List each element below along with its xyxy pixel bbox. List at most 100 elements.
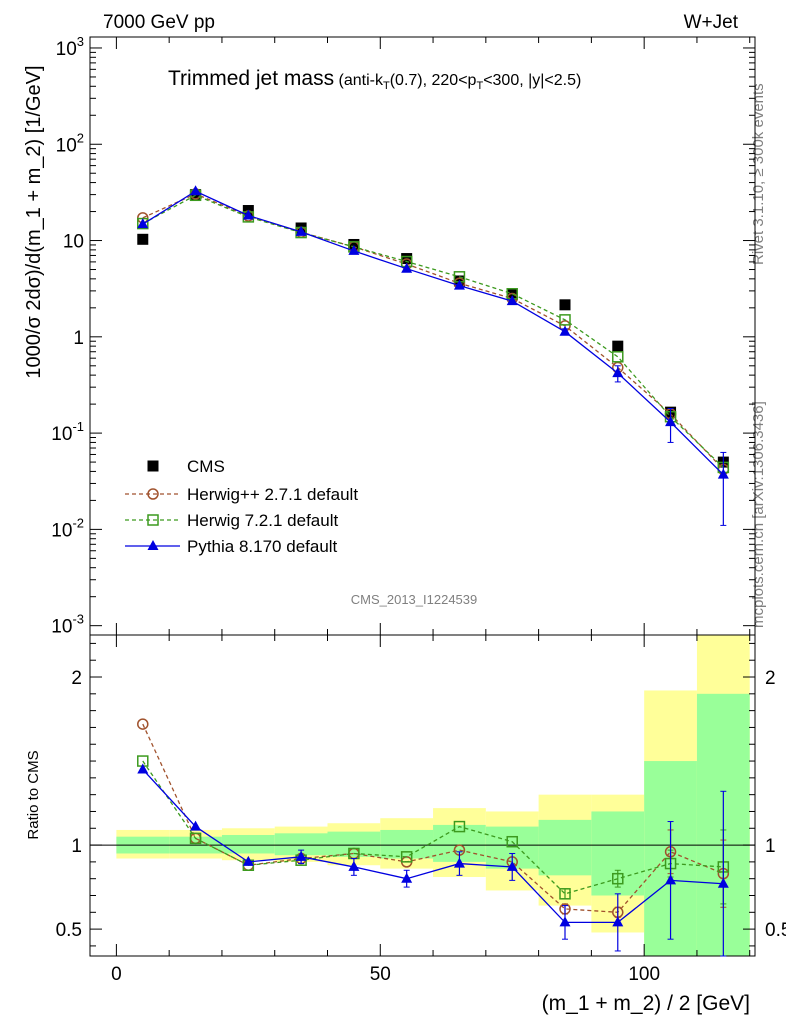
data-point bbox=[242, 209, 254, 220]
ratio-y-axis-label: Ratio to CMS bbox=[25, 750, 42, 839]
subtitle-part: <300, |y|<2.5) bbox=[483, 72, 581, 89]
ratio-data-point bbox=[665, 874, 677, 885]
energy-label: 7000 GeV pp bbox=[103, 12, 215, 33]
ratio-data-point bbox=[506, 860, 518, 871]
data-point bbox=[612, 340, 624, 352]
legend-label: CMS bbox=[187, 457, 225, 476]
legend-label: Herwig++ 2.7.1 default bbox=[187, 485, 358, 504]
data-point bbox=[665, 416, 677, 427]
y-tick-label: 1 bbox=[73, 328, 84, 349]
chart-subtitle: (anti-kT(0.7), 220<pT<300, |y|<2.5) bbox=[339, 72, 582, 92]
data-point bbox=[137, 233, 149, 245]
uncertainty-band-green bbox=[221, 834, 275, 854]
ratio-data-point bbox=[559, 888, 571, 900]
chart-title-group: Trimmed jet mass (anti-kT(0.7), 220<pT<3… bbox=[168, 67, 581, 92]
y-tick-label: 2 bbox=[71, 668, 82, 689]
data-point bbox=[295, 225, 307, 236]
data-point bbox=[190, 185, 202, 196]
x-tick-label: 100 bbox=[628, 964, 660, 985]
legend-marker bbox=[147, 488, 159, 500]
ratio-data-point bbox=[453, 857, 465, 868]
ratio-series-line bbox=[142, 760, 724, 895]
subtitle-part: (anti-k bbox=[339, 72, 384, 89]
legend-marker bbox=[147, 540, 159, 550]
ratio-data-point bbox=[189, 832, 202, 845]
ratio-data-point bbox=[242, 855, 254, 866]
uncertainty-band-green bbox=[274, 833, 328, 856]
tick-base: 10 bbox=[56, 135, 77, 156]
tick-exponent: -3 bbox=[72, 612, 84, 627]
chart-title: Trimmed jet mass bbox=[168, 67, 334, 90]
main-y-axis-label: 1000/σ 2dσ)/d(m_1 + m_2) [1/GeV] bbox=[23, 65, 45, 378]
tick-base: 10 bbox=[56, 39, 77, 60]
ratio-panel: 0 50 100 0.5 0.5 1 1 2 2 bbox=[56, 634, 786, 985]
y-tick-label: 103 bbox=[56, 34, 84, 60]
data-point bbox=[717, 468, 729, 479]
ratio-data-point bbox=[717, 877, 729, 888]
ratio-data-point bbox=[137, 718, 149, 730]
y-tick-label: 0.5 bbox=[56, 920, 82, 941]
tick-exponent: -1 bbox=[72, 419, 84, 434]
subtitle-part: T bbox=[476, 80, 483, 92]
ratio-data-point bbox=[559, 916, 571, 927]
y-tick-label: 102 bbox=[56, 130, 84, 156]
x-tick-label: 50 bbox=[370, 964, 391, 985]
series-line bbox=[142, 190, 724, 476]
data-point bbox=[559, 299, 571, 311]
legend-label: Herwig 7.2.1 default bbox=[187, 511, 338, 530]
tick-base: 10 bbox=[51, 520, 72, 541]
tick-exponent: 3 bbox=[77, 34, 84, 49]
legend-marker bbox=[147, 514, 159, 526]
ratio-frame bbox=[89, 634, 756, 957]
uncertainty-band-green bbox=[327, 831, 381, 857]
y-tick-label: 10-2 bbox=[51, 515, 84, 541]
ratio-data-point bbox=[612, 872, 624, 885]
data-point bbox=[348, 238, 360, 250]
data-point bbox=[401, 262, 413, 273]
uncertainty-band-green bbox=[380, 829, 434, 859]
data-point bbox=[559, 314, 571, 326]
tick-exponent: -2 bbox=[72, 515, 84, 530]
y-tick-label-right: 2 bbox=[765, 668, 776, 689]
y-tick-label: 1 bbox=[71, 836, 82, 857]
tick-base: 10 bbox=[51, 424, 72, 445]
data-point bbox=[612, 367, 624, 378]
x-tick-label: 0 bbox=[111, 964, 122, 985]
data-point bbox=[453, 279, 465, 290]
subtitle-part: T bbox=[383, 80, 390, 92]
series-line bbox=[142, 193, 724, 470]
rivet-label: Rivet 3.1.10, ≥ 300k events bbox=[750, 83, 767, 265]
series-line bbox=[142, 194, 724, 468]
ratio-data-point bbox=[348, 860, 360, 871]
x-axis-label: (m_1 + m_2) / 2 [GeV] bbox=[542, 992, 750, 1015]
uncertainty-band-green bbox=[538, 819, 592, 876]
analysis-id-label: CMS_2013_I1224539 bbox=[351, 592, 478, 607]
y-tick-label-right: 0.5 bbox=[765, 920, 786, 941]
ratio-data-point bbox=[401, 872, 413, 883]
process-label: W+Jet bbox=[684, 12, 739, 33]
subtitle-part: (0.7), 220<p bbox=[390, 72, 477, 89]
y-tick-label: 10 bbox=[63, 232, 84, 253]
data-point bbox=[559, 325, 571, 336]
y-tick-label: 10-1 bbox=[51, 419, 84, 445]
ratio-data-point bbox=[612, 916, 624, 927]
data-point bbox=[137, 218, 149, 229]
data-point bbox=[506, 295, 518, 306]
ratio-data-point bbox=[137, 763, 149, 774]
ratio-data-point bbox=[190, 820, 202, 831]
y-tick-label: 10-3 bbox=[51, 612, 84, 638]
ratio-data-point bbox=[400, 851, 413, 863]
y-tick-label-right: 1 bbox=[765, 836, 776, 857]
ratio-data-point bbox=[453, 820, 466, 833]
tick-exponent: 2 bbox=[77, 130, 84, 145]
tick-base: 10 bbox=[51, 617, 72, 638]
mcplots-label: mcplots.cern.ch [arXiv:1306.3436] bbox=[750, 401, 767, 628]
data-point bbox=[506, 289, 518, 301]
ratio-series-line bbox=[142, 769, 724, 924]
ratio-data-point bbox=[295, 850, 307, 861]
legend-marker bbox=[147, 460, 159, 472]
ratio-data-point bbox=[506, 835, 518, 848]
data-point bbox=[348, 244, 360, 255]
